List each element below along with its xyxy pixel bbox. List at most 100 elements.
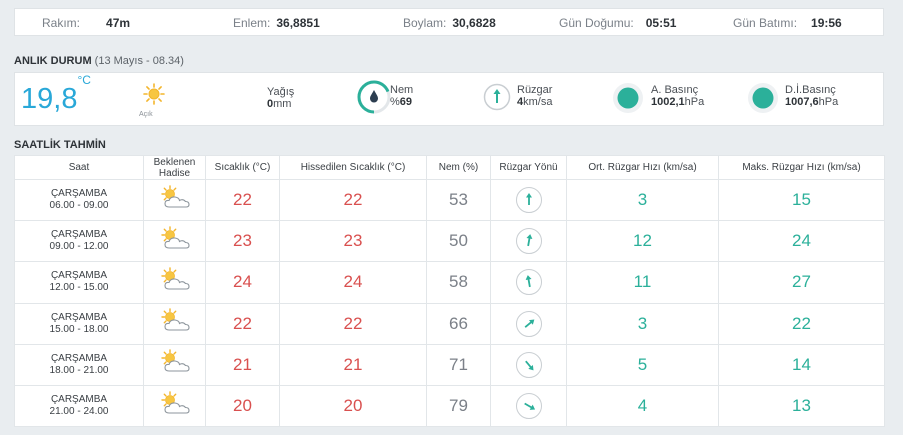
table-row: ÇARŞAMBA 06.00 - 09.00 22 22 53 3 15 — [14, 178, 885, 222]
row-humidity: 66 — [426, 302, 491, 345]
wind-arrow-icon — [515, 269, 542, 296]
table-row: ÇARŞAMBA 15.00 - 18.00 22 22 66 3 22 — [14, 302, 885, 345]
row-time: ÇARŞAMBA 18.00 - 21.00 — [14, 343, 144, 386]
wind-arrow-icon — [515, 187, 542, 214]
header-hadise: Beklenen Hadise — [143, 155, 206, 180]
row-wind-avg: 11 — [566, 261, 719, 304]
header-ort-ruzgar: Ort. Rüzgar Hızı (km/sa) — [566, 155, 719, 180]
row-wind-avg: 5 — [566, 343, 719, 386]
header-nem: Nem (%) — [426, 155, 491, 180]
humidity-value: 69 — [399, 96, 413, 108]
header-hissedilen: Hissedilen Sıcaklık (°C) — [279, 155, 427, 180]
row-wind-direction — [490, 384, 567, 428]
sun-icon — [143, 83, 165, 110]
row-day: ÇARŞAMBA — [50, 352, 108, 364]
wind-direction-icon — [483, 83, 511, 116]
longitude-value: 30,6828 — [452, 16, 496, 30]
row-weather-cell — [143, 384, 206, 428]
row-time: ÇARŞAMBA 12.00 - 15.00 — [14, 261, 144, 304]
hourly-forecast-table: Saat Beklenen Hadise Sıcaklık (°C) Hissed… — [14, 155, 885, 428]
row-humidity: 50 — [426, 220, 491, 263]
hourly-forecast-title: SAATLİK TAHMİN — [14, 139, 106, 151]
partly-cloudy-icon — [158, 390, 192, 421]
pressure-value: 1002,1 — [651, 96, 685, 108]
sunrise-value: 05:51 — [645, 16, 677, 30]
current-conditions-card: 19,8°C Açık Yağış 0mm Nem %69 — [14, 72, 884, 126]
row-humidity: 79 — [426, 384, 491, 428]
row-day: ÇARŞAMBA — [50, 394, 108, 406]
row-day: ÇARŞAMBA — [50, 270, 108, 282]
row-wind-direction — [490, 178, 567, 222]
row-time: ÇARŞAMBA 15.00 - 18.00 — [14, 302, 144, 345]
sea-level-pressure-icon — [747, 82, 779, 119]
row-temperature: 21 — [205, 343, 280, 386]
row-wind-direction — [490, 302, 567, 345]
row-wind-max: 27 — [718, 261, 885, 304]
pressure-item: A. Basınç 1002,1hPa — [651, 84, 705, 108]
sea-level-pressure-item: D.İ.Basınç 1007,6hPa — [785, 84, 839, 108]
row-time-range: 21.00 - 24.00 — [49, 406, 109, 418]
wind-value: 4 — [517, 96, 524, 108]
row-feels-like: 20 — [279, 384, 427, 428]
row-wind-avg: 12 — [566, 220, 719, 263]
row-time-range: 18.00 - 21.00 — [49, 364, 109, 376]
partly-cloudy-icon — [158, 226, 192, 256]
row-time: ÇARŞAMBA 06.00 - 09.00 — [14, 178, 144, 222]
longitude-item: Boylam: 30,6828 — [403, 16, 496, 30]
table-header-row: Saat Beklenen Hadise Sıcaklık (°C) Hissed… — [14, 155, 885, 180]
sunrise-item: Gün Doğumu: 05:51 — [559, 16, 677, 30]
row-wind-avg: 3 — [566, 302, 719, 345]
wind-arrow-icon — [515, 310, 542, 337]
precipitation-item: Yağış 0mm — [267, 86, 295, 110]
row-wind-direction — [490, 261, 567, 304]
wind-arrow-icon — [515, 228, 542, 255]
altitude-item: Rakım: 47m — [42, 16, 131, 30]
row-humidity: 53 — [426, 178, 491, 222]
partly-cloudy-icon — [158, 267, 192, 297]
humidity-item: Nem %69 — [390, 84, 414, 108]
row-wind-max: 22 — [718, 302, 885, 345]
row-wind-max: 15 — [718, 178, 885, 222]
row-wind-avg: 4 — [566, 384, 719, 428]
header-maks-ruzgar: Maks. Rüzgar Hızı (km/sa) — [718, 155, 885, 180]
row-wind-max: 24 — [718, 220, 885, 263]
sunset-item: Gün Batımı: 19:56 — [733, 16, 842, 30]
row-wind-avg: 3 — [566, 178, 719, 222]
sunset-value: 19:56 — [811, 16, 842, 30]
row-temperature: 24 — [205, 261, 280, 304]
row-weather-cell — [143, 178, 206, 222]
row-day: ÇARŞAMBA — [50, 311, 108, 323]
row-weather-cell — [143, 343, 206, 386]
current-timestamp: (13 Mayıs - 08.34) — [94, 55, 184, 67]
pressure-icon — [612, 82, 644, 119]
table-row: ÇARŞAMBA 12.00 - 15.00 24 24 58 11 27 — [14, 261, 885, 304]
precipitation-value: 0 — [267, 98, 274, 110]
humidity-ring-icon — [356, 79, 392, 120]
row-feels-like: 21 — [279, 343, 427, 386]
row-weather-cell — [143, 220, 206, 263]
partly-cloudy-icon — [158, 184, 192, 215]
wind-item: Rüzgar 4km/sa — [517, 84, 553, 108]
row-humidity: 71 — [426, 343, 491, 386]
row-time: ÇARŞAMBA 09.00 - 12.00 — [14, 220, 144, 263]
row-feels-like: 22 — [279, 302, 427, 345]
row-temperature: 23 — [205, 220, 280, 263]
table-row: ÇARŞAMBA 18.00 - 21.00 21 21 71 5 14 — [14, 343, 885, 386]
wind-arrow-icon — [515, 351, 542, 378]
row-weather-cell — [143, 261, 206, 304]
row-weather-cell — [143, 302, 206, 345]
row-temperature: 22 — [205, 178, 280, 222]
row-wind-direction — [490, 343, 567, 386]
row-time: ÇARŞAMBA 21.00 - 24.00 — [14, 384, 144, 428]
row-feels-like: 23 — [279, 220, 427, 263]
row-temperature: 20 — [205, 384, 280, 428]
row-feels-like: 22 — [279, 178, 427, 222]
latitude-value: 36,8851 — [276, 16, 320, 30]
partly-cloudy-icon — [158, 349, 192, 379]
wind-arrow-icon — [515, 393, 542, 420]
row-humidity: 58 — [426, 261, 491, 304]
row-time-range: 15.00 - 18.00 — [49, 323, 109, 335]
row-day: ÇARŞAMBA — [50, 188, 108, 200]
header-sicaklik: Sıcaklık (°C) — [205, 155, 280, 180]
table-row: ÇARŞAMBA 09.00 - 12.00 23 23 50 12 24 — [14, 220, 885, 263]
